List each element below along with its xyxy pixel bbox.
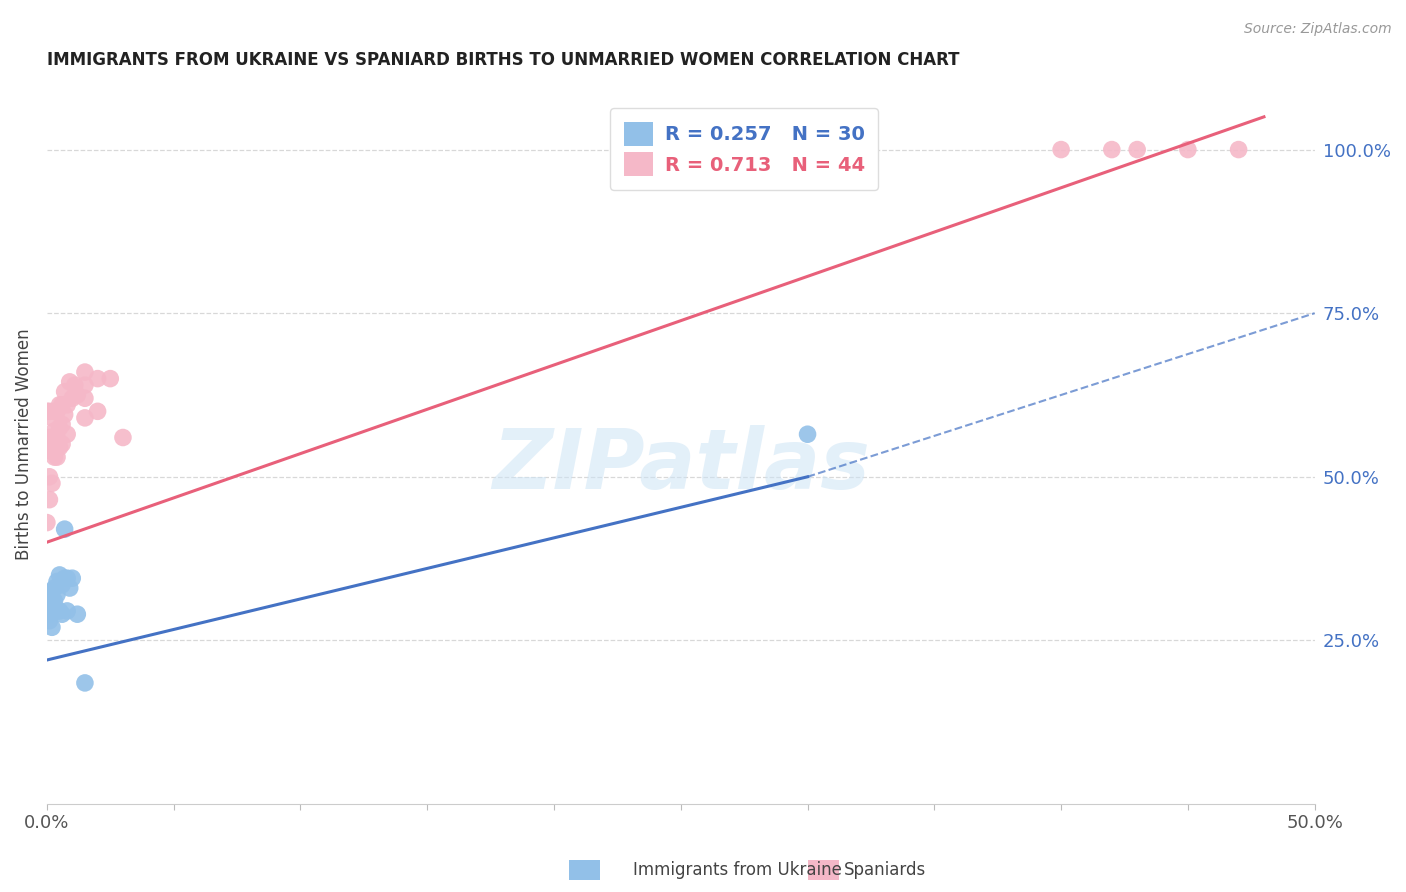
- Point: [38, 594, 60, 608]
- Point: [59, 581, 82, 595]
- Point: [35, 516, 58, 530]
- Point: [46, 430, 69, 444]
- Point: [38, 492, 60, 507]
- Point: [56, 604, 79, 618]
- Point: [1177, 143, 1199, 157]
- Point: [44, 581, 66, 595]
- Point: [35, 598, 58, 612]
- Legend: R = 0.257   N = 30, R = 0.713   N = 44: R = 0.257 N = 30, R = 0.713 N = 44: [610, 108, 879, 190]
- Point: [73, 391, 96, 405]
- Point: [44, 594, 66, 608]
- Point: [41, 620, 63, 634]
- Point: [44, 600, 66, 615]
- Point: [46, 404, 69, 418]
- Point: [35, 604, 58, 618]
- Point: [98, 371, 121, 385]
- Point: [46, 604, 69, 618]
- Point: [86, 404, 108, 418]
- Point: [53, 522, 76, 536]
- Point: [41, 476, 63, 491]
- Point: [86, 371, 108, 385]
- Text: IMMIGRANTS FROM UKRAINE VS SPANIARD BIRTHS TO UNMARRIED WOMEN CORRELATION CHART: IMMIGRANTS FROM UKRAINE VS SPANIARD BIRT…: [46, 51, 959, 69]
- Point: [1227, 143, 1250, 157]
- Point: [51, 398, 73, 412]
- Point: [41, 443, 63, 458]
- Point: [51, 578, 73, 592]
- Point: [41, 598, 63, 612]
- Point: [796, 427, 818, 442]
- Point: [73, 378, 96, 392]
- Point: [48, 420, 70, 434]
- Point: [66, 607, 89, 622]
- Y-axis label: Births to Unmarried Women: Births to Unmarried Women: [15, 328, 32, 560]
- Point: [46, 574, 69, 589]
- Text: ZIPatlas: ZIPatlas: [492, 425, 870, 506]
- Point: [41, 584, 63, 599]
- Point: [59, 375, 82, 389]
- Point: [111, 430, 134, 444]
- Point: [60, 571, 83, 585]
- Point: [48, 440, 70, 454]
- Point: [38, 588, 60, 602]
- Point: [53, 571, 76, 585]
- Point: [46, 450, 69, 464]
- Text: Source: ZipAtlas.com: Source: ZipAtlas.com: [1244, 22, 1392, 37]
- Point: [66, 388, 89, 402]
- Point: [73, 676, 96, 690]
- Point: [38, 404, 60, 418]
- Point: [38, 600, 60, 615]
- Point: [38, 607, 60, 622]
- Point: [41, 410, 63, 425]
- Point: [60, 391, 83, 405]
- Point: [44, 424, 66, 438]
- Point: [41, 591, 63, 605]
- Point: [48, 568, 70, 582]
- Point: [1126, 143, 1149, 157]
- Point: [73, 365, 96, 379]
- Point: [38, 430, 60, 444]
- Text: Immigrants from Ukraine: Immigrants from Ukraine: [633, 861, 842, 879]
- Point: [38, 614, 60, 628]
- Point: [53, 384, 76, 399]
- Point: [51, 417, 73, 432]
- Point: [1101, 143, 1123, 157]
- Point: [63, 378, 86, 392]
- Text: Spaniards: Spaniards: [844, 861, 925, 879]
- Point: [56, 398, 79, 412]
- Point: [35, 404, 58, 418]
- Point: [44, 404, 66, 418]
- Point: [38, 443, 60, 458]
- Point: [44, 450, 66, 464]
- Point: [41, 430, 63, 444]
- Point: [46, 588, 69, 602]
- Point: [51, 437, 73, 451]
- Point: [56, 571, 79, 585]
- Point: [56, 427, 79, 442]
- Point: [51, 607, 73, 622]
- Point: [73, 410, 96, 425]
- Point: [48, 604, 70, 618]
- Point: [53, 408, 76, 422]
- Point: [48, 398, 70, 412]
- Point: [38, 470, 60, 484]
- Point: [1050, 143, 1073, 157]
